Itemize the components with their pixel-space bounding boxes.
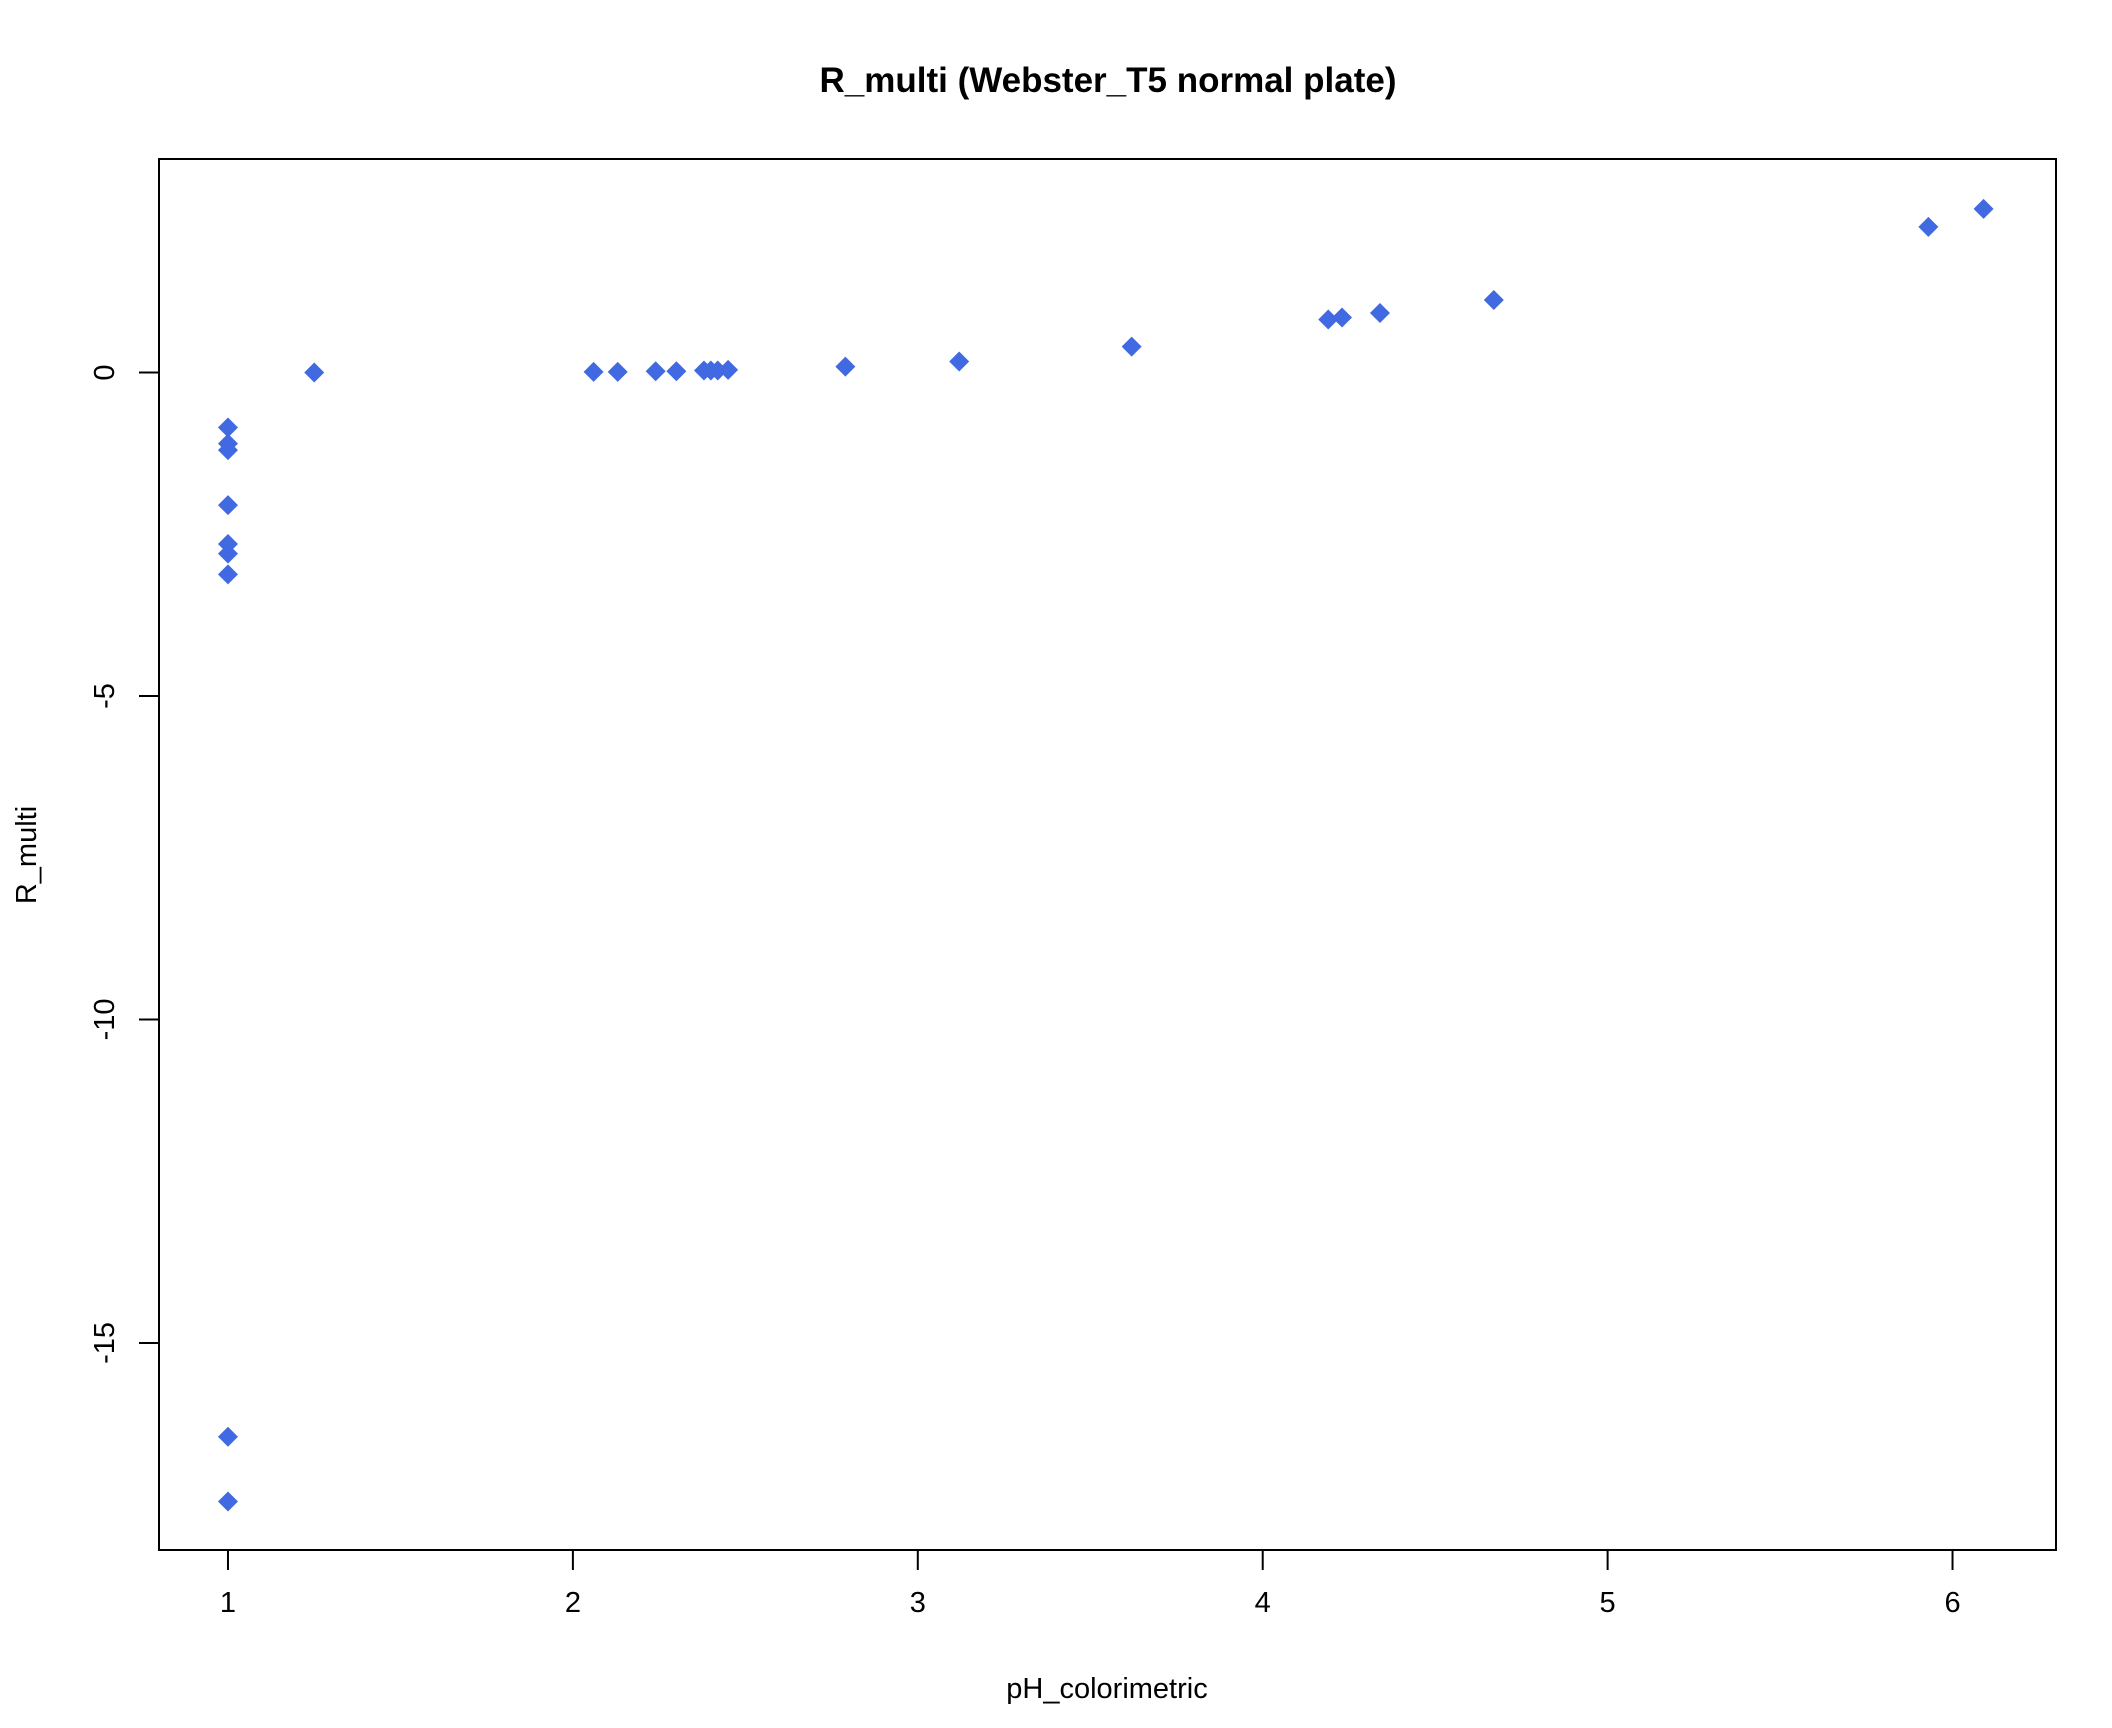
data-point xyxy=(1483,290,1504,311)
plot-area-frame xyxy=(158,158,2057,1551)
y-axis: -15 -10 -5 0 xyxy=(89,364,160,1364)
y-tick-label: -5 xyxy=(89,683,121,709)
data-point xyxy=(1918,216,1939,237)
data-point xyxy=(1369,302,1390,323)
data-point xyxy=(666,361,687,382)
x-axis-title: pH_colorimetric xyxy=(1006,1673,1207,1705)
y-tick-label: 0 xyxy=(89,364,121,380)
data-point xyxy=(217,564,238,585)
x-tick-label: 2 xyxy=(565,1587,581,1619)
data-point xyxy=(718,359,739,380)
data-point xyxy=(217,1426,238,1447)
data-point xyxy=(1121,336,1142,357)
x-tick-label: 4 xyxy=(1255,1587,1271,1619)
data-point xyxy=(217,440,238,461)
x-tick-label: 1 xyxy=(220,1587,236,1619)
y-tick-label: -15 xyxy=(89,1322,121,1364)
y-axis-title: R_multi xyxy=(11,806,43,904)
data-point xyxy=(1318,309,1339,330)
data-point xyxy=(1973,198,1994,219)
data-point xyxy=(217,543,238,564)
y-tick-label: -10 xyxy=(89,999,121,1041)
data-point xyxy=(949,351,970,372)
data-point xyxy=(835,356,856,377)
data-point xyxy=(645,361,666,382)
x-tick-label: 3 xyxy=(910,1587,926,1619)
data-point xyxy=(1332,307,1353,328)
data-point xyxy=(607,361,628,382)
data-point xyxy=(583,361,604,382)
data-point xyxy=(304,362,325,383)
x-tick-label: 5 xyxy=(1600,1587,1616,1619)
x-tick-label: 6 xyxy=(1944,1587,1960,1619)
data-points xyxy=(217,198,1994,1512)
x-axis: 1 2 3 4 5 6 xyxy=(220,1549,1961,1619)
chart-title: R_multi (Webster_T5 normal plate) xyxy=(820,61,1397,100)
data-point xyxy=(217,1491,238,1512)
data-point xyxy=(217,417,238,438)
data-point xyxy=(217,495,238,516)
